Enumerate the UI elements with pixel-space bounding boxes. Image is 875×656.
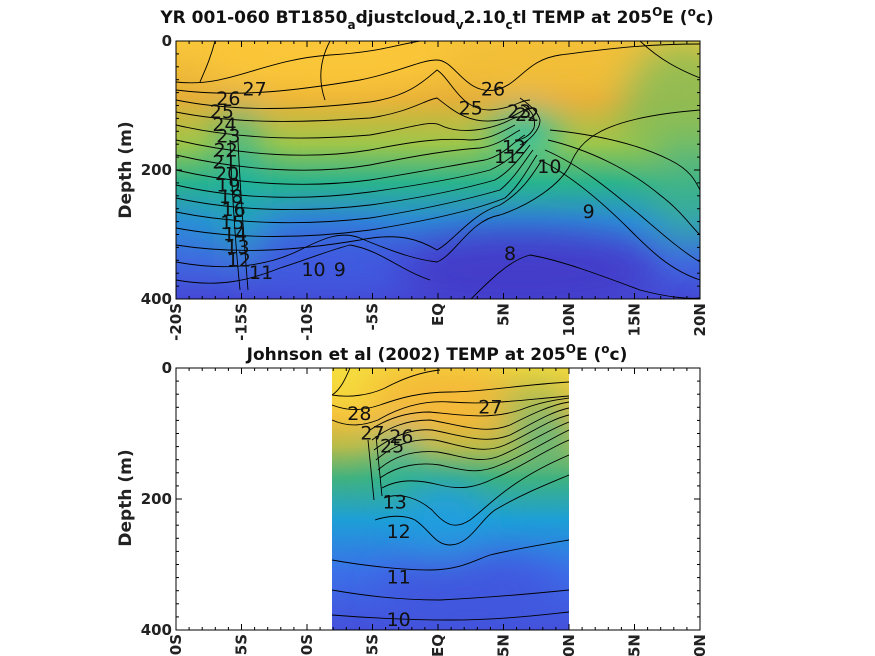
- chart-title-bottom: Johnson et al (2002) TEMP at 205OE (oc): [246, 342, 628, 365]
- y-tick-label: 0: [162, 359, 172, 377]
- contour-label: 22: [214, 140, 238, 162]
- contour-label: 26: [216, 88, 240, 110]
- x-tick-label: 5N: [495, 634, 513, 656]
- x-tick-label: -15S: [233, 634, 251, 656]
- contour-label: 12: [387, 521, 411, 543]
- y-axis-label-top: Depth (m): [116, 121, 136, 218]
- x-tick-label: 10N: [560, 303, 578, 336]
- contour-label: 24: [212, 114, 236, 136]
- contour-label: 26: [481, 78, 505, 100]
- contour-label: 15: [220, 212, 244, 234]
- axis-ticks-bottom: -20S -15S -10S -5S EQ 5N 10N 15N 20N 0 200 400: [141, 359, 709, 656]
- axis-ticks-top: -20S -15S -10S -5S EQ 5N 10N 15N 20N 0 200 400: [141, 32, 709, 341]
- y-tick-label: 200: [141, 490, 172, 508]
- contour-label: 26: [389, 426, 413, 448]
- x-tick-label: -15S: [233, 303, 251, 341]
- contour-label: 25: [459, 98, 483, 120]
- contour-label: 19: [216, 174, 240, 196]
- y-tick-label: 0: [162, 32, 172, 50]
- contour-label: 27: [243, 78, 267, 100]
- x-tick-label: 15N: [626, 634, 644, 656]
- x-tick-label: -20S: [167, 303, 185, 341]
- contour-label: 12: [502, 136, 526, 158]
- contour-label: 12: [227, 249, 251, 271]
- contour-label: 20: [215, 163, 239, 185]
- chart-title-top: YR 001-060 BT1850adjustcloudv2.10ctl TEM…: [159, 5, 713, 32]
- contour-label: 11: [387, 567, 411, 589]
- contour-label: 22: [515, 104, 539, 126]
- y-tick-label: 400: [141, 290, 172, 308]
- x-tick-label: EQ: [429, 303, 447, 326]
- contour-label: 10: [301, 259, 325, 281]
- contour-label: 9: [334, 259, 346, 281]
- contour-label: 13: [225, 236, 249, 258]
- x-tick-label: EQ: [429, 634, 447, 656]
- x-tick-label: -20S: [167, 634, 185, 656]
- x-tick-label: 20N: [691, 303, 709, 336]
- contour-label: 25: [380, 436, 404, 458]
- x-tick-label: 15N: [626, 303, 644, 336]
- contour-label: 8: [504, 243, 516, 265]
- contour-label: 13: [383, 491, 407, 513]
- x-tick-label: -5S: [364, 634, 382, 656]
- contour-label: 11: [494, 146, 518, 168]
- contours-top: [176, 41, 700, 299]
- contour-label: 28: [347, 403, 371, 425]
- heatmap-top: [176, 41, 700, 299]
- contour-label: 10: [387, 609, 411, 631]
- contour-label: 23: [216, 125, 240, 147]
- heatmap-bottom: [332, 368, 569, 630]
- contour-label: 10: [537, 156, 561, 178]
- contour-label: 11: [249, 262, 273, 284]
- contour-label: 25: [210, 101, 234, 123]
- x-tick-label: -5S: [364, 303, 382, 330]
- y-tick-label: 200: [141, 161, 172, 179]
- contour-label: 18: [219, 186, 243, 208]
- panel-bottom: Johnson et al (2002) TEMP at 205OE (oc): [116, 342, 709, 656]
- x-tick-label: -10S: [298, 634, 316, 656]
- panel-top: YR 001-060 BT1850adjustcloudv2.10ctl TEM…: [116, 5, 714, 341]
- contour-label: 9: [583, 201, 595, 223]
- y-tick-label: 400: [141, 621, 172, 639]
- contour-label: 23: [507, 101, 531, 123]
- contour-label: 27: [360, 423, 384, 445]
- x-tick-label: 5N: [495, 303, 513, 326]
- contours-bottom: [332, 368, 569, 621]
- y-axis-label-bottom: Depth (m): [116, 449, 136, 546]
- contour-label: 16: [222, 199, 246, 221]
- x-tick-label: 10N: [560, 634, 578, 656]
- contour-label: 21: [212, 151, 236, 173]
- x-tick-label: -10S: [298, 303, 316, 341]
- contour-label: 27: [478, 396, 502, 418]
- contour-label: 14: [223, 224, 247, 246]
- x-tick-label: 20N: [691, 634, 709, 656]
